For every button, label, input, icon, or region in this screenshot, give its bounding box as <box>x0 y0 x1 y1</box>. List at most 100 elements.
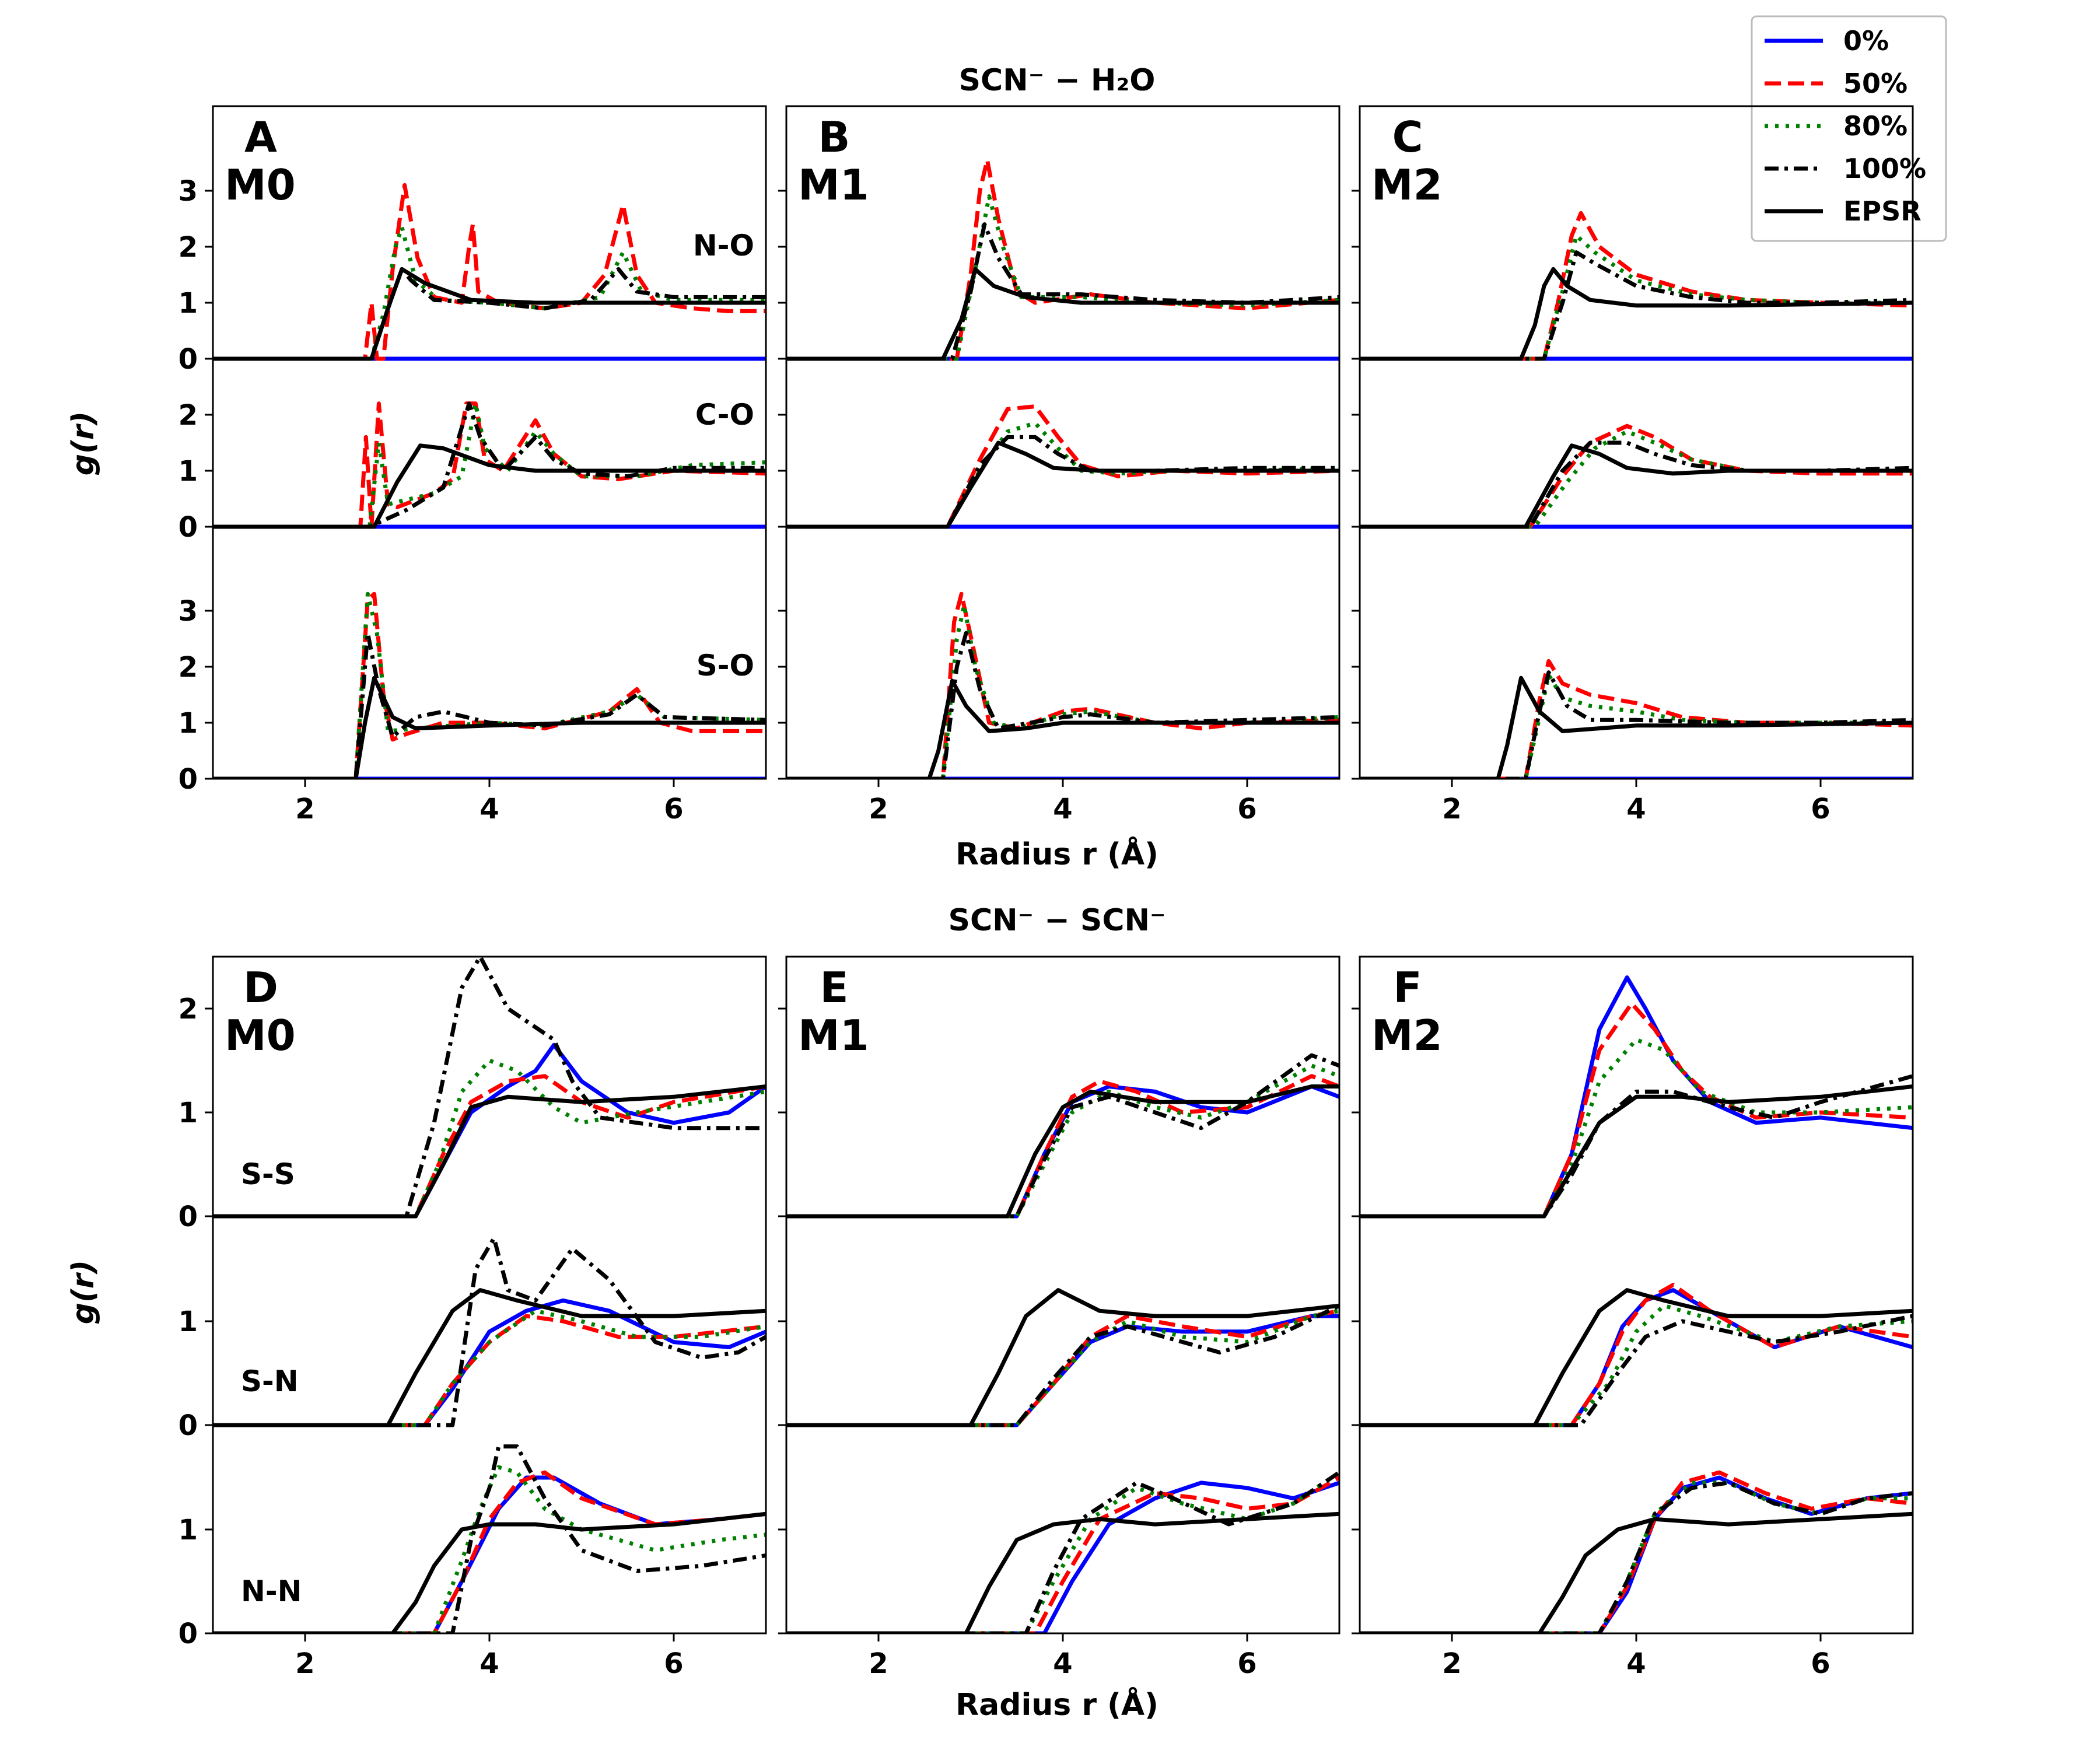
series-100pct-n-n-d <box>213 1444 766 1633</box>
series-50pct-s-s-f <box>1360 1001 1913 1219</box>
series-epsr-c-o-c <box>1360 443 1913 529</box>
series-100pct-n-n-f <box>1360 1480 1913 1633</box>
pair-label-s-n: S-N <box>241 1364 299 1398</box>
group-title-scn-scn: SCN⁻ − SCN⁻ <box>949 903 1166 938</box>
series-100pct-n-n-e <box>786 1471 1339 1633</box>
series-0pct-s-s-d <box>213 1042 766 1219</box>
series-80pct-n-o-b <box>786 194 1339 361</box>
series-epsr-s-s-e <box>786 1084 1339 1219</box>
series-80pct-s-o-b <box>786 603 1339 779</box>
series-0pct-n-n-d <box>213 1475 766 1633</box>
legend: 0% 50% 80% 100% EPSR <box>1751 15 1947 242</box>
y-tick-label: 1 <box>178 1306 198 1338</box>
y-tick-label: 1 <box>178 1097 198 1129</box>
pair-label-c-o: C-O <box>695 398 754 432</box>
x-tick-label: 4 <box>1053 793 1072 825</box>
series-epsr-n-o-c <box>1360 267 1913 361</box>
series-80pct-s-n-f <box>1360 1303 1913 1427</box>
legend-label-s50: 50% <box>1843 68 1908 99</box>
series-100pct-n-o-a <box>213 267 766 361</box>
series-0pct-s-s-f <box>1360 975 1913 1219</box>
x-tick-label: 2 <box>869 1647 888 1680</box>
x-tick-label: 4 <box>1626 1647 1646 1680</box>
pair-label-n-n: N-N <box>241 1574 302 1608</box>
panel-frame <box>212 956 767 1634</box>
series-epsr-s-s-d <box>213 1084 766 1219</box>
series-50pct-n-o-b <box>786 158 1339 361</box>
series-100pct-s-n-f <box>1360 1314 1913 1427</box>
panel-f: 2 4 6 FM2 <box>1352 956 1914 1680</box>
series-100pct-s-s-e <box>786 1053 1339 1219</box>
pair-label-s-o: S-O <box>696 649 754 682</box>
y-tick-label: 1 <box>178 1514 198 1546</box>
x-axis-label-top: Radius r (Å) <box>956 836 1158 872</box>
series-0pct-s-n-d <box>213 1298 766 1427</box>
y-tick-label: 0 <box>178 1200 198 1233</box>
x-tick-label: 6 <box>1237 793 1256 825</box>
series-80pct-s-s-d <box>213 1058 766 1219</box>
series-100pct-s-o-b <box>786 631 1339 779</box>
series-100pct-s-s-d <box>213 957 766 1219</box>
panel-frame <box>212 105 767 780</box>
series-50pct-n-n-e <box>786 1475 1339 1633</box>
series-100pct-s-o-c <box>1360 670 1913 779</box>
series-50pct-s-o-a <box>213 592 766 779</box>
panel-model-e: M1 <box>798 1011 869 1060</box>
panel-b: 2 4 6 BM1 <box>778 105 1340 825</box>
y-tick-label: 2 <box>178 231 198 264</box>
legend-label-epsr: EPSR <box>1843 195 1922 227</box>
x-tick-label: 4 <box>480 1647 499 1680</box>
group-title-scn-h2o: SCN⁻ − H₂O <box>959 63 1156 98</box>
y-tick-label: 2 <box>178 993 198 1026</box>
x-tick-label: 6 <box>664 1647 683 1680</box>
series-80pct-n-o-a <box>213 225 766 361</box>
x-tick-label: 6 <box>1237 1647 1256 1680</box>
legend-label-s100: 100% <box>1843 153 1926 184</box>
series-50pct-s-s-d <box>213 1074 766 1219</box>
series-epsr-n-o-b <box>786 267 1339 361</box>
panel-model-f: M2 <box>1371 1011 1443 1060</box>
x-tick-label: 6 <box>1811 793 1830 825</box>
x-tick-label: 6 <box>1811 1647 1830 1680</box>
y-tick-label: 1 <box>178 287 198 320</box>
series-80pct-s-o-c <box>1360 673 1913 779</box>
panel-c: 2 4 6 CM2 <box>1352 105 1914 825</box>
series-50pct-s-s-e <box>786 1074 1339 1219</box>
series-0pct-n-n-e <box>786 1480 1339 1633</box>
series-50pct-n-n-d <box>213 1470 766 1633</box>
series-50pct-s-n-e <box>786 1308 1339 1427</box>
x-tick-label: 4 <box>1053 1647 1072 1680</box>
panel-model-d: M0 <box>225 1011 296 1060</box>
series-100pct-s-n-e <box>786 1304 1339 1427</box>
y-tick-label: 1 <box>178 707 198 740</box>
series-80pct-s-o-a <box>213 592 766 779</box>
panel-a: 0 1 2 3 N-O 0 1 2 C-O 0 1 2 3 S-O 2 4 6 AM0 <box>178 105 767 825</box>
x-tick-label: 2 <box>295 1647 314 1680</box>
series-0pct-s-n-f <box>1360 1288 1913 1427</box>
panel-model-a: M0 <box>225 160 296 209</box>
y-tick-label: 1 <box>178 455 198 488</box>
series-50pct-c-o-c <box>1360 424 1913 529</box>
series-100pct-c-o-a <box>213 401 766 529</box>
series-epsr-s-n-f <box>1360 1288 1913 1427</box>
panel-letter-e: E <box>820 963 848 1012</box>
panel-frame <box>1359 956 1914 1634</box>
panel-letter-f: F <box>1393 963 1422 1012</box>
series-80pct-n-o-c <box>1360 233 1913 361</box>
panel-model-b: M1 <box>798 160 869 209</box>
series-epsr-n-n-f <box>1360 1511 1913 1633</box>
y-tick-label: 0 <box>178 763 198 796</box>
panel-frame <box>785 956 1340 1634</box>
panel-d: 0 1 2 S-S 0 1 S-N 0 1 N-N 2 4 6 DM0 <box>178 956 767 1680</box>
pair-label-s-s: S-S <box>241 1157 295 1191</box>
x-tick-label: 4 <box>480 793 499 825</box>
legend-label-s0: 0% <box>1843 25 1889 57</box>
panel-letter-c: C <box>1392 113 1423 162</box>
y-tick-label: 3 <box>178 175 198 208</box>
series-epsr-n-n-e <box>786 1511 1339 1633</box>
series-100pct-s-o-a <box>213 631 766 779</box>
series-epsr-c-o-a <box>213 443 766 529</box>
panel-letter-a: A <box>244 113 277 162</box>
